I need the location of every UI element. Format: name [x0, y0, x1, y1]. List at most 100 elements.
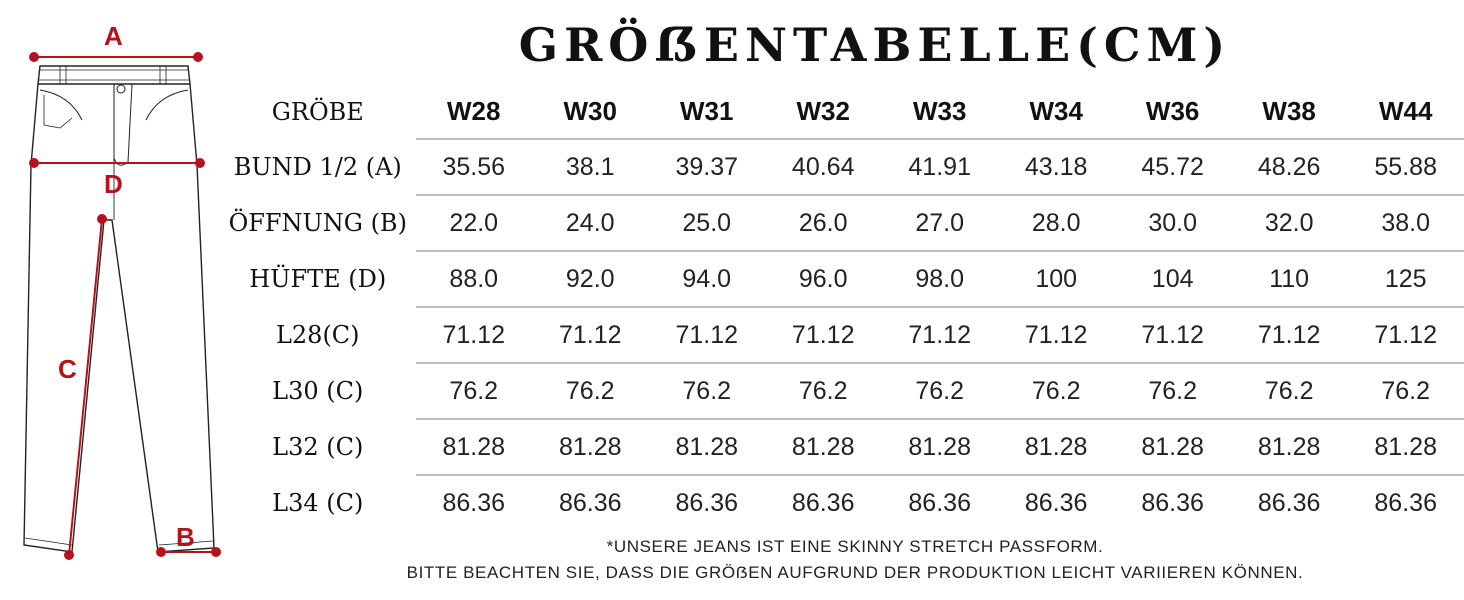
table-cell: 96.0	[764, 250, 882, 307]
table-cell: 92.0	[532, 250, 649, 307]
column-header: W33	[912, 95, 967, 126]
table-cell: 76.2	[1230, 362, 1348, 419]
table-body: BUND 1/2 (A) 35.56 38.1 39.37 40.64 41.91 43.1…	[220, 138, 1464, 530]
table-cell: 30.0	[1114, 194, 1231, 251]
table-cell: 55.88	[1347, 138, 1464, 195]
table-cell: 76.2	[764, 362, 882, 419]
page-title: GRÖẞENTABELLE(CM)	[518, 18, 1232, 72]
table-cell: 71.12	[415, 306, 532, 363]
table-cell: 71.12	[532, 306, 649, 363]
table-cell: 81.28	[648, 418, 765, 475]
table-cell: 88.0	[415, 250, 532, 307]
column-header: W32	[796, 95, 850, 126]
table-cell: 94.0	[648, 250, 765, 307]
column-header: W30	[563, 95, 617, 126]
table-cell: 76.2	[1114, 362, 1231, 419]
table-cell: 38.0	[1347, 194, 1464, 251]
table-cell: 22.0	[415, 194, 532, 251]
table-row: L32 (C) 81.28 81.28 81.28 81.28 81.28 81.28 81.…	[220, 418, 1464, 475]
table-cell: 48.26	[1230, 138, 1348, 195]
table-cell: 71.12	[1230, 306, 1348, 363]
column-header: W38	[1262, 95, 1316, 126]
column-header: W28	[447, 95, 501, 126]
table-cell: 71.12	[1114, 306, 1231, 363]
table-cell: 86.36	[1347, 474, 1464, 530]
fit-note: *UNSERE JEANS IST EINE SKINNY STRETCH PA…	[606, 537, 1104, 556]
jeans-outline-icon	[23, 65, 215, 553]
table-cell: 38.1	[532, 138, 649, 195]
header-row: GRÖBE W28 W30 W31 W32 W33 W34 W36 W38 W4…	[220, 84, 1464, 139]
column-header: W34	[1029, 95, 1083, 126]
table-cell: 86.36	[1230, 474, 1348, 530]
table-cell: 86.36	[648, 474, 765, 530]
table-cell: 81.28	[881, 418, 998, 475]
label-a: A	[104, 21, 123, 51]
measurement-lines	[29, 52, 221, 560]
table-cell: 76.2	[415, 362, 532, 419]
table-cell: 81.28	[1114, 418, 1231, 475]
table-cell: 41.91	[881, 138, 998, 195]
table-cell: 98.0	[881, 250, 998, 307]
table-cell: 27.0	[881, 194, 998, 251]
table-cell: 76.2	[648, 362, 765, 419]
table-cell: 76.2	[881, 362, 998, 419]
table-cell: 86.36	[764, 474, 882, 530]
table-row: BUND 1/2 (A) 35.56 38.1 39.37 40.64 41.91 43.1…	[220, 138, 1464, 195]
table-row: ÖFFNUNG (B) 22.0 24.0 25.0 26.0 27.0 28.0 30.0 3…	[220, 194, 1464, 251]
table-row: L34 (C) 86.36 86.36 86.36 86.36 86.36 86.36 86.…	[220, 474, 1464, 530]
column-header: W31	[679, 95, 734, 126]
table-cell: 32.0	[1230, 194, 1348, 251]
table-cell: 86.36	[881, 474, 998, 530]
table-cell: 81.28	[415, 418, 532, 475]
label-c: C	[58, 354, 77, 384]
table-cell: 35.56	[415, 138, 532, 195]
table-cell: 39.37	[648, 138, 765, 195]
row-label: L28(C)	[275, 321, 360, 349]
table-cell: 104	[1114, 250, 1231, 307]
size-header-label: GRÖBE	[271, 97, 364, 126]
table-cell: 71.12	[1347, 306, 1464, 363]
table-cell: 86.36	[415, 474, 532, 530]
table-cell: 26.0	[764, 194, 882, 251]
table-cell: 81.28	[1347, 418, 1464, 475]
table-cell: 71.12	[997, 306, 1115, 363]
table-cell: 100	[997, 250, 1115, 307]
table-cell: 43.18	[997, 138, 1115, 195]
size-table: GRÖBE W28 W30 W31 W32 W33 W34 W36 W38 W4…	[220, 84, 1464, 530]
table-cell: 81.28	[1230, 418, 1348, 475]
row-label: HÜFTE (D)	[249, 265, 387, 293]
table-cell: 76.2	[532, 362, 649, 419]
table-cell: 86.36	[532, 474, 649, 530]
table-cell: 28.0	[997, 194, 1115, 251]
table-cell: 110	[1230, 250, 1348, 307]
table-cell: 71.12	[881, 306, 998, 363]
table-cell: 81.28	[764, 418, 882, 475]
row-label: L30 (C)	[272, 377, 364, 405]
table-row: HÜFTE (D) 88.0 92.0 94.0 96.0 98.0 100 104 110 12…	[220, 250, 1464, 307]
table-cell: 71.12	[764, 306, 882, 363]
table-cell: 45.72	[1114, 138, 1231, 195]
table-cell: 86.36	[1114, 474, 1231, 530]
table-cell: 86.36	[997, 474, 1115, 530]
table-row: L28(C) 71.12 71.12 71.12 71.12 71.12 71.12 71.1…	[220, 306, 1464, 363]
label-d: D	[104, 169, 123, 199]
table-cell: 76.2	[997, 362, 1115, 419]
table-cell: 125	[1347, 250, 1464, 307]
column-header: W36	[1145, 95, 1200, 126]
row-label: ÖFFNUNG (B)	[228, 209, 407, 237]
row-label: L34 (C)	[272, 488, 364, 517]
table-cell: 81.28	[532, 418, 649, 475]
table-cell: 24.0	[532, 194, 649, 251]
table-cell: 25.0	[648, 194, 765, 251]
row-label: L32 (C)	[272, 433, 364, 461]
label-b: B	[176, 522, 195, 552]
column-header: W44	[1378, 95, 1433, 126]
table-cell: 81.28	[997, 418, 1115, 475]
table-row: L30 (C) 76.2 76.2 76.2 76.2 76.2 76.2 76.2 76.2 7…	[220, 362, 1464, 419]
jeans-diagram: A D C B	[23, 21, 221, 560]
table-cell: 71.12	[648, 306, 765, 363]
row-label: BUND 1/2 (A)	[233, 153, 402, 181]
size-variation-note: BITTE BEACHTEN SIE, DASS DIE GRÖẞEN AUFG…	[406, 563, 1304, 582]
table-cell: 40.64	[764, 138, 882, 195]
table-cell: 76.2	[1347, 362, 1464, 419]
